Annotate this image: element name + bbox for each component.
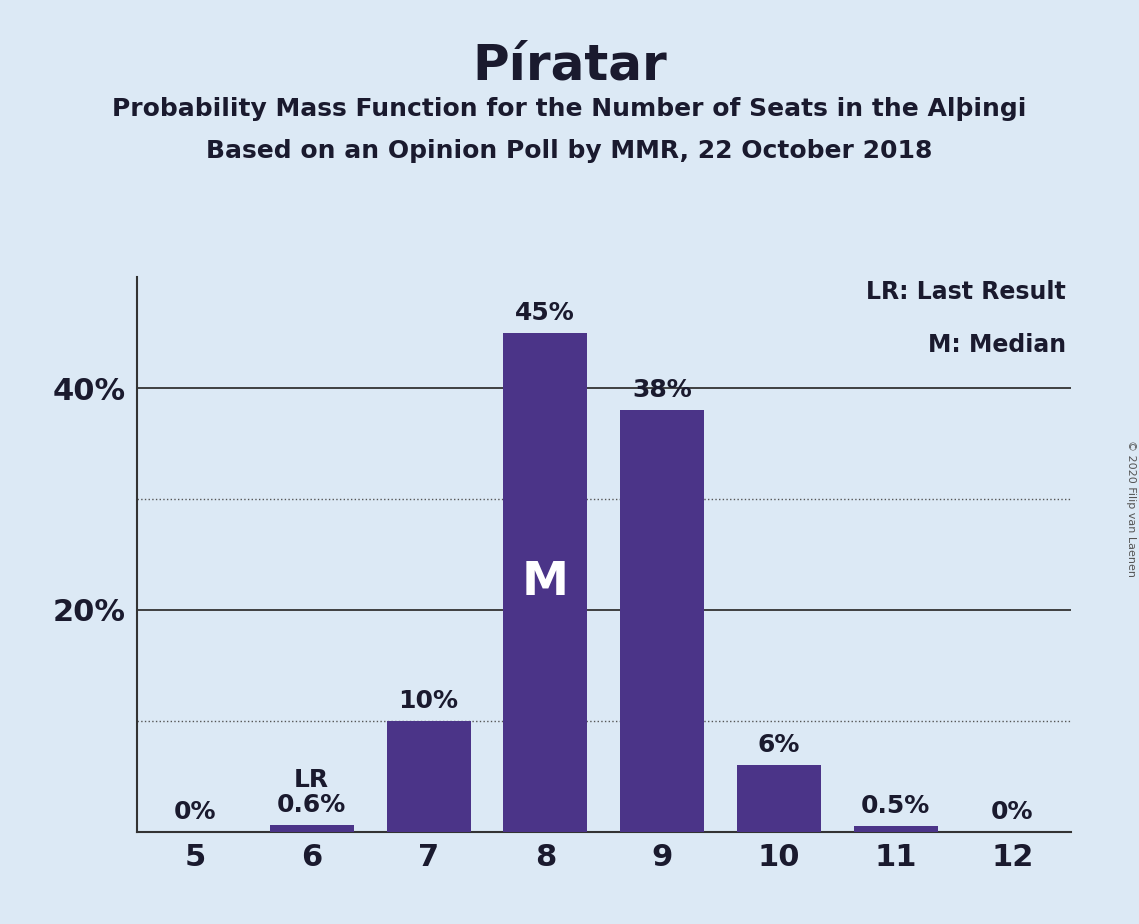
Text: 0.6%: 0.6% [277,793,346,817]
Bar [737,765,821,832]
Bar [270,825,354,832]
Text: 0%: 0% [991,800,1033,824]
Text: LR: LR [294,768,329,792]
Text: 6%: 6% [757,734,800,758]
Text: Probability Mass Function for the Number of Seats in the Alþingi: Probability Mass Function for the Number… [113,97,1026,121]
Text: M: M [522,560,568,604]
Text: LR: Last Result: LR: Last Result [867,280,1066,304]
Text: 38%: 38% [632,379,691,403]
Bar [620,410,704,832]
Text: Píratar: Píratar [473,42,666,90]
Bar [386,721,470,832]
Text: M: Median: M: Median [928,333,1066,357]
Bar [853,826,937,832]
Text: 0%: 0% [174,800,216,824]
Text: 10%: 10% [399,689,459,713]
Text: © 2020 Filip van Laenen: © 2020 Filip van Laenen [1126,440,1136,577]
Text: Based on an Opinion Poll by MMR, 22 October 2018: Based on an Opinion Poll by MMR, 22 Octo… [206,139,933,163]
Bar [503,333,588,832]
Text: 0.5%: 0.5% [861,795,931,819]
Text: 45%: 45% [516,301,575,325]
